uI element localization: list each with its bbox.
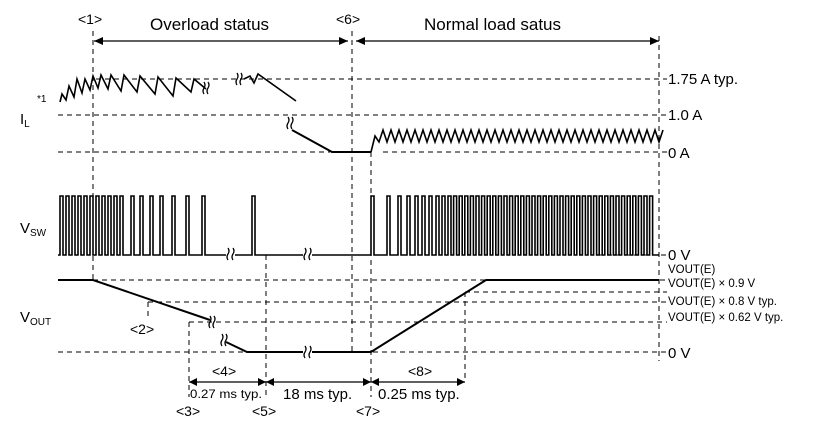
- svg-text:VSW: VSW: [20, 220, 47, 239]
- il-overload-tail: [243, 72, 297, 102]
- il-label: IL *1: [20, 94, 47, 130]
- marker-1: <1>: [78, 11, 102, 27]
- phase-arrows: [94, 37, 659, 45]
- svg-text:*1: *1: [37, 94, 47, 105]
- marker-3: <3>: [176, 403, 200, 419]
- vout-level-lines: [58, 279, 667, 353]
- vout-level-0-9: VOUT(E) × 0.9 V: [668, 278, 756, 290]
- vout-collapse: [225, 279, 659, 353]
- il-level-1-0a: 1.0 A: [668, 107, 702, 124]
- vout-level-e: VOUT(E): [668, 264, 715, 276]
- normal-load-status-label: Normal load satus: [424, 15, 561, 34]
- vsw-label: VSW: [20, 220, 47, 239]
- svg-text:VOUT: VOUT: [20, 309, 51, 328]
- vsw-pulses: [58, 195, 659, 256]
- vout-break-2: [220, 333, 228, 347]
- timing-0-27ms: 0.27 ms typ.: [190, 389, 262, 401]
- svg-text:IL: IL: [20, 111, 30, 130]
- timing-0-25ms: 0.25 ms typ.: [378, 386, 460, 403]
- il-level-lines: [58, 78, 667, 153]
- marker-8: <8>: [408, 363, 432, 379]
- vsw-level-0v: 0 V: [668, 247, 691, 264]
- vout-break-3: [303, 345, 312, 359]
- il-break-2: [235, 72, 243, 86]
- vout-droop: [58, 279, 211, 321]
- il-break-3: [286, 116, 294, 130]
- marker-2: <2>: [130, 321, 154, 337]
- marker-4: <4>: [212, 363, 236, 379]
- vout-level-0-8: VOUT(E) × 0.8 V typ.: [668, 296, 777, 308]
- vsw-break-2: [303, 247, 312, 261]
- il-overload-ripple: [59, 72, 207, 103]
- il-break-1: [202, 81, 210, 95]
- marker-6: <6>: [336, 11, 360, 27]
- il-level-0a: 0 A: [668, 145, 690, 162]
- il-decay: [291, 129, 371, 153]
- timing-18ms: 18 ms typ.: [283, 386, 352, 403]
- vout-break-1: [208, 315, 216, 329]
- timing-arrows: [189, 378, 465, 386]
- il-normal-ripple: [370, 127, 664, 153]
- overload-status-label: Overload status: [150, 15, 269, 34]
- marker-5: <5>: [252, 403, 276, 419]
- vout-level-0-62: VOUT(E) × 0.62 V typ.: [668, 312, 783, 324]
- marker-7: <7>: [356, 403, 380, 419]
- vsw-break-1: [226, 247, 235, 261]
- vout-label: VOUT: [20, 309, 51, 328]
- il-level-1-75a: 1.75 A typ.: [668, 71, 738, 88]
- vout-level-0v: 0 V: [668, 345, 691, 362]
